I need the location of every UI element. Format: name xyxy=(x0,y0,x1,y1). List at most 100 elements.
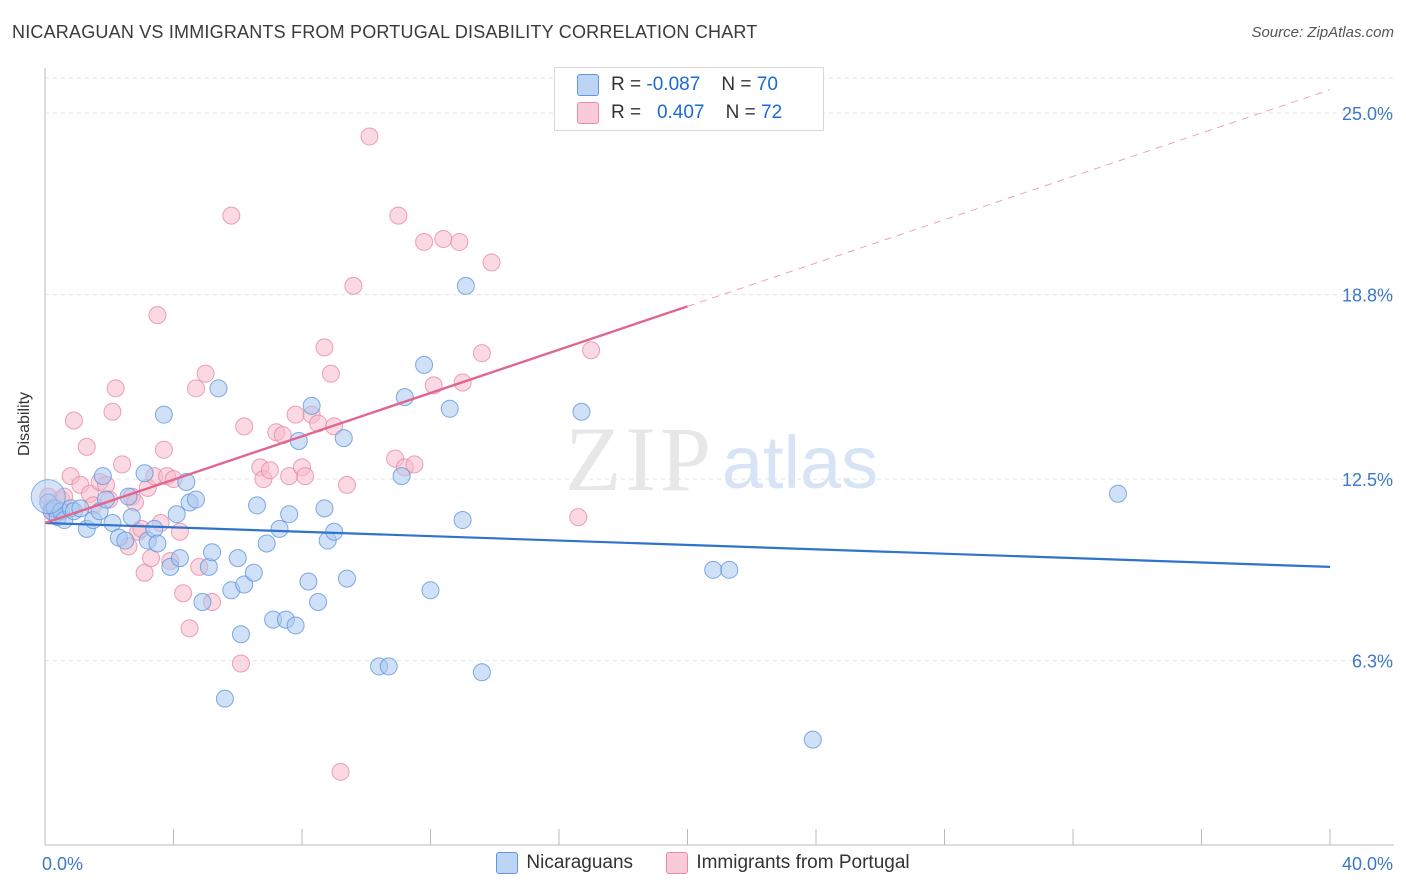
y-tick-label: 18.8% xyxy=(1342,286,1393,306)
point-nicaraguan xyxy=(122,508,141,527)
legend-swatch-pink xyxy=(577,102,599,124)
point-nicaraguan xyxy=(215,689,234,708)
point-nicaraguan xyxy=(135,464,154,483)
trend-lines xyxy=(44,89,1331,568)
point-nicaraguan xyxy=(299,572,318,591)
point-nicaraguan xyxy=(199,557,218,576)
x-tick-label: 0.0% xyxy=(42,854,83,874)
r-value: 0.407 xyxy=(656,102,705,124)
point-portugal xyxy=(434,230,453,249)
point-portugal xyxy=(196,364,215,383)
point-portugal xyxy=(450,232,469,251)
legend-swatch-pink xyxy=(666,852,689,874)
watermark-zip: ZIP xyxy=(565,408,715,510)
point-nicaraguan xyxy=(379,657,398,676)
point-portugal xyxy=(260,461,279,480)
point-nicaraguan xyxy=(392,467,411,486)
point-portugal xyxy=(186,379,205,398)
point-nicaraguan xyxy=(231,625,250,644)
point-nicaraguan xyxy=(315,499,334,518)
point-nicaraguan xyxy=(286,616,305,635)
point-nicaraguan xyxy=(302,396,321,415)
point-nicaraguan xyxy=(1108,484,1127,503)
point-nicaraguan xyxy=(167,505,186,524)
point-portugal xyxy=(286,405,305,424)
n-value: 72 xyxy=(761,102,783,124)
point-nicaraguan xyxy=(248,496,267,515)
point-portugal xyxy=(154,440,173,459)
point-nicaraguan xyxy=(309,593,328,612)
point-portugal xyxy=(321,364,340,383)
trend-nicaraguans xyxy=(44,521,1331,568)
point-nicaraguan xyxy=(415,355,434,374)
point-portugal xyxy=(389,206,408,225)
legend-item-portugal: Immigrants from Portugal xyxy=(666,852,910,874)
point-portugal xyxy=(231,654,250,673)
point-nicaraguan xyxy=(440,399,459,418)
legend-item-nicaraguans: Nicaraguans xyxy=(496,852,633,874)
point-portugal xyxy=(180,619,199,638)
point-portugal xyxy=(113,455,132,474)
watermark: ZIP atlas xyxy=(565,408,878,510)
point-nicaraguan xyxy=(93,467,112,486)
point-nicaraguan xyxy=(170,549,189,568)
point-nicaraguan xyxy=(203,543,222,562)
trend-portugal xyxy=(44,305,688,525)
point-nicaraguan xyxy=(257,534,276,553)
point-portugal xyxy=(174,584,193,603)
point-portugal xyxy=(337,475,356,494)
legend-swatch-blue xyxy=(577,74,599,96)
point-nicaraguan xyxy=(572,402,591,421)
y-tick-label: 6.3% xyxy=(1352,652,1393,672)
point-nicaraguan xyxy=(235,575,254,594)
point-portugal xyxy=(103,402,122,421)
r-value: -0.087 xyxy=(646,74,701,96)
y-tick-label: 12.5% xyxy=(1342,470,1393,490)
legend-row-nicaraguans: R = -0.087 N = 70 xyxy=(577,74,778,98)
point-nicaraguan xyxy=(472,663,491,682)
point-portugal xyxy=(360,127,379,146)
point-nicaraguan xyxy=(456,276,475,295)
point-nicaraguan xyxy=(280,505,299,524)
point-nicaraguan xyxy=(228,549,247,568)
x-tick-label: 40.0% xyxy=(1342,854,1393,874)
point-portugal xyxy=(482,253,501,272)
legend-row-portugal: R = 0.407 N = 72 xyxy=(577,102,782,126)
chart-title: NICARAGUAN VS IMMIGRANTS FROM PORTUGAL D… xyxy=(12,22,758,42)
point-portugal xyxy=(415,232,434,251)
point-nicaraguan xyxy=(704,560,723,579)
point-nicaraguan-large xyxy=(30,479,66,515)
point-portugal xyxy=(472,344,491,363)
point-nicaraguan xyxy=(186,490,205,509)
source-label: Source: ZipAtlas.com xyxy=(1251,24,1394,41)
series-nicaraguans-points xyxy=(30,276,1127,749)
point-portugal xyxy=(331,762,350,781)
point-portugal xyxy=(77,437,96,456)
point-nicaraguan xyxy=(270,519,289,538)
point-portugal xyxy=(235,417,254,436)
point-nicaraguan xyxy=(421,581,440,600)
point-nicaraguan xyxy=(803,730,822,749)
point-portugal xyxy=(296,467,315,486)
point-portugal xyxy=(64,411,83,430)
series-portugal-points xyxy=(39,127,601,781)
point-nicaraguan xyxy=(145,519,164,538)
axes xyxy=(44,68,1394,846)
point-portugal xyxy=(344,276,363,295)
point-nicaraguan xyxy=(193,593,212,612)
point-nicaraguan xyxy=(720,560,739,579)
series-legend: Nicaraguans Immigrants from Portugal xyxy=(0,852,1406,874)
point-portugal xyxy=(569,508,588,527)
point-portugal xyxy=(148,306,167,325)
point-portugal xyxy=(222,206,241,225)
n-value: 70 xyxy=(756,74,778,96)
watermark-atlas: atlas xyxy=(722,421,878,504)
point-nicaraguan xyxy=(337,569,356,588)
point-nicaraguan xyxy=(148,534,167,553)
point-nicaraguan xyxy=(154,405,173,424)
point-portugal xyxy=(106,379,125,398)
correlation-legend: R = -0.087 N = 70 R = 0.407 N = 72 xyxy=(554,67,824,131)
point-portugal xyxy=(315,338,334,357)
trend-portugal-extrapolated xyxy=(687,89,1331,307)
